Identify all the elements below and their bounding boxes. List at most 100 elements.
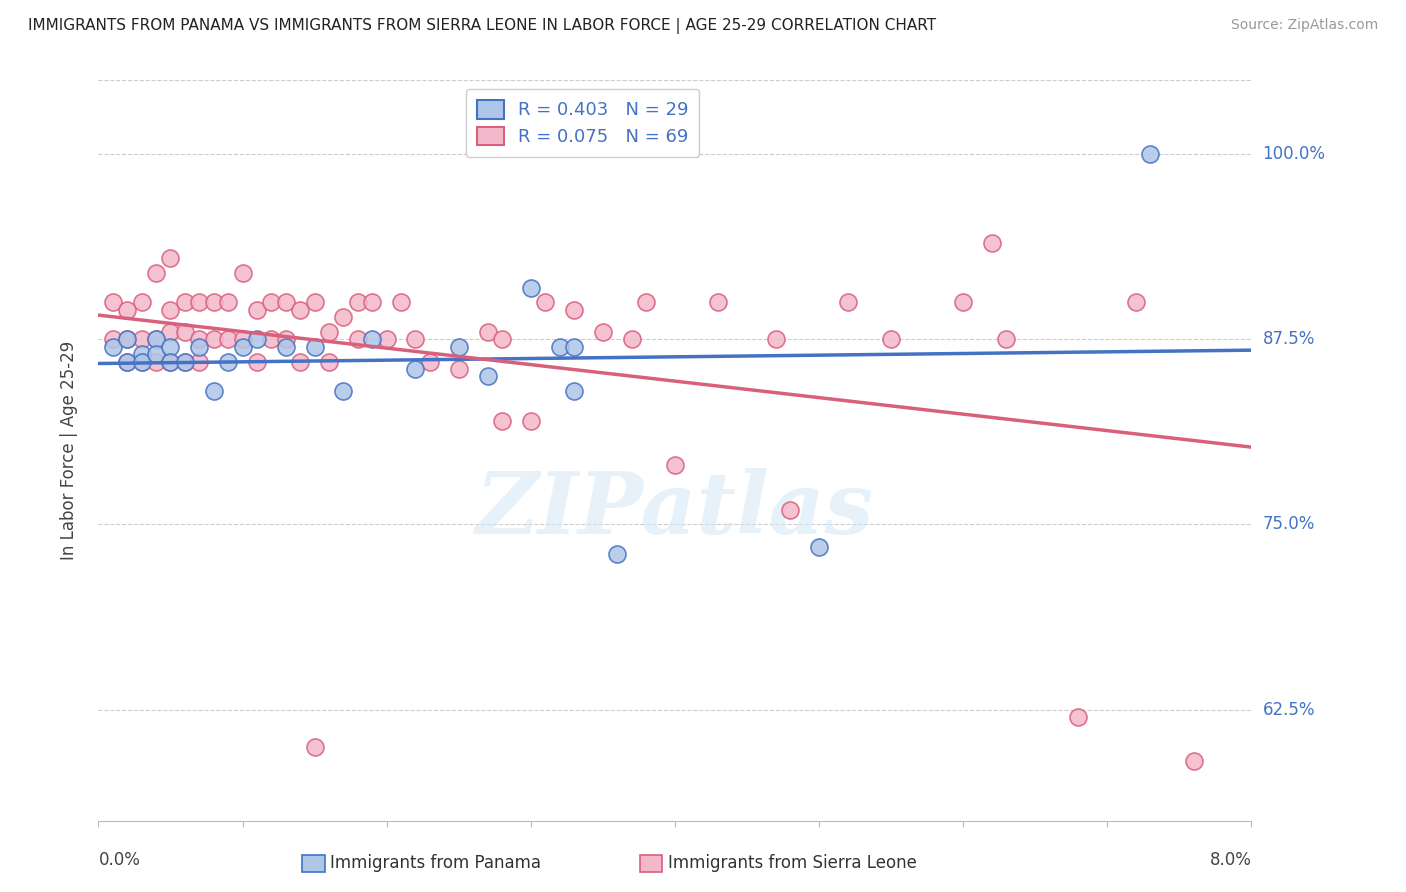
Point xyxy=(159,302,181,317)
Point xyxy=(101,332,124,346)
Point xyxy=(361,332,384,346)
Point xyxy=(304,295,326,310)
Point xyxy=(707,295,730,310)
Point xyxy=(188,340,211,354)
Point xyxy=(231,266,254,280)
Point xyxy=(562,384,585,399)
Point xyxy=(202,384,225,399)
Point xyxy=(131,332,153,346)
Point xyxy=(131,354,153,368)
Point xyxy=(131,295,153,310)
Point xyxy=(159,354,181,368)
Point xyxy=(1182,755,1205,769)
Point xyxy=(290,302,312,317)
Point xyxy=(145,332,167,346)
Point xyxy=(304,739,326,754)
Point xyxy=(361,295,384,310)
Point xyxy=(101,340,124,354)
Point xyxy=(274,295,297,310)
Point xyxy=(447,340,470,354)
Point xyxy=(592,325,614,339)
Point xyxy=(101,295,124,310)
Point xyxy=(389,295,412,310)
Point xyxy=(606,547,628,561)
Point xyxy=(117,332,139,346)
Point xyxy=(620,332,643,346)
Point xyxy=(188,354,211,368)
Point xyxy=(491,414,513,428)
Point xyxy=(375,332,398,346)
Point xyxy=(562,302,585,317)
Point xyxy=(159,340,181,354)
Text: 100.0%: 100.0% xyxy=(1263,145,1326,163)
Point xyxy=(231,332,254,346)
Point xyxy=(318,325,340,339)
Point xyxy=(952,295,974,310)
Point xyxy=(174,354,197,368)
Text: 8.0%: 8.0% xyxy=(1209,851,1251,869)
Point xyxy=(491,332,513,346)
Point xyxy=(981,236,1004,251)
Point xyxy=(274,340,297,354)
Point xyxy=(131,354,153,368)
Point xyxy=(880,332,903,346)
Point xyxy=(447,362,470,376)
Point xyxy=(202,295,225,310)
Point xyxy=(274,332,297,346)
Point xyxy=(346,332,368,346)
Legend: R = 0.403   N = 29, R = 0.075   N = 69: R = 0.403 N = 29, R = 0.075 N = 69 xyxy=(465,89,700,157)
Point xyxy=(188,332,211,346)
Point xyxy=(117,354,139,368)
Point xyxy=(246,354,269,368)
Point xyxy=(174,354,197,368)
Text: 87.5%: 87.5% xyxy=(1263,330,1315,349)
Point xyxy=(520,280,543,294)
Point xyxy=(405,362,427,376)
Point xyxy=(1139,147,1161,161)
Point xyxy=(246,302,269,317)
Point xyxy=(1125,295,1147,310)
Point xyxy=(290,354,312,368)
Point xyxy=(117,354,139,368)
Point xyxy=(995,332,1018,346)
Text: ZIPatlas: ZIPatlas xyxy=(475,468,875,551)
Point xyxy=(477,369,499,384)
Point xyxy=(477,325,499,339)
Point xyxy=(231,340,254,354)
Point xyxy=(405,332,427,346)
Point xyxy=(217,332,239,346)
Point xyxy=(174,295,197,310)
Point xyxy=(217,295,239,310)
Point xyxy=(332,310,354,325)
Point xyxy=(131,347,153,361)
Point xyxy=(779,502,801,516)
Text: Immigrants from Panama: Immigrants from Panama xyxy=(330,855,541,872)
Text: Immigrants from Sierra Leone: Immigrants from Sierra Leone xyxy=(668,855,917,872)
Point xyxy=(534,295,557,310)
Point xyxy=(117,332,139,346)
Point xyxy=(1067,710,1090,724)
Point xyxy=(159,325,181,339)
Point xyxy=(548,340,571,354)
Point xyxy=(332,384,354,399)
Point xyxy=(765,332,787,346)
Point xyxy=(664,458,686,473)
Point xyxy=(246,332,269,346)
Text: IMMIGRANTS FROM PANAMA VS IMMIGRANTS FROM SIERRA LEONE IN LABOR FORCE | AGE 25-2: IMMIGRANTS FROM PANAMA VS IMMIGRANTS FRO… xyxy=(28,18,936,34)
Text: Source: ZipAtlas.com: Source: ZipAtlas.com xyxy=(1230,18,1378,32)
Point xyxy=(808,540,831,554)
Point xyxy=(159,251,181,265)
Point xyxy=(304,340,326,354)
Text: 0.0%: 0.0% xyxy=(98,851,141,869)
Point xyxy=(117,302,139,317)
Point xyxy=(174,325,197,339)
Point xyxy=(837,295,859,310)
Point xyxy=(636,295,658,310)
Point xyxy=(562,340,585,354)
Point xyxy=(145,332,167,346)
Text: 75.0%: 75.0% xyxy=(1263,516,1315,533)
Point xyxy=(159,354,181,368)
Point xyxy=(260,295,283,310)
Point xyxy=(346,295,368,310)
Point xyxy=(188,295,211,310)
